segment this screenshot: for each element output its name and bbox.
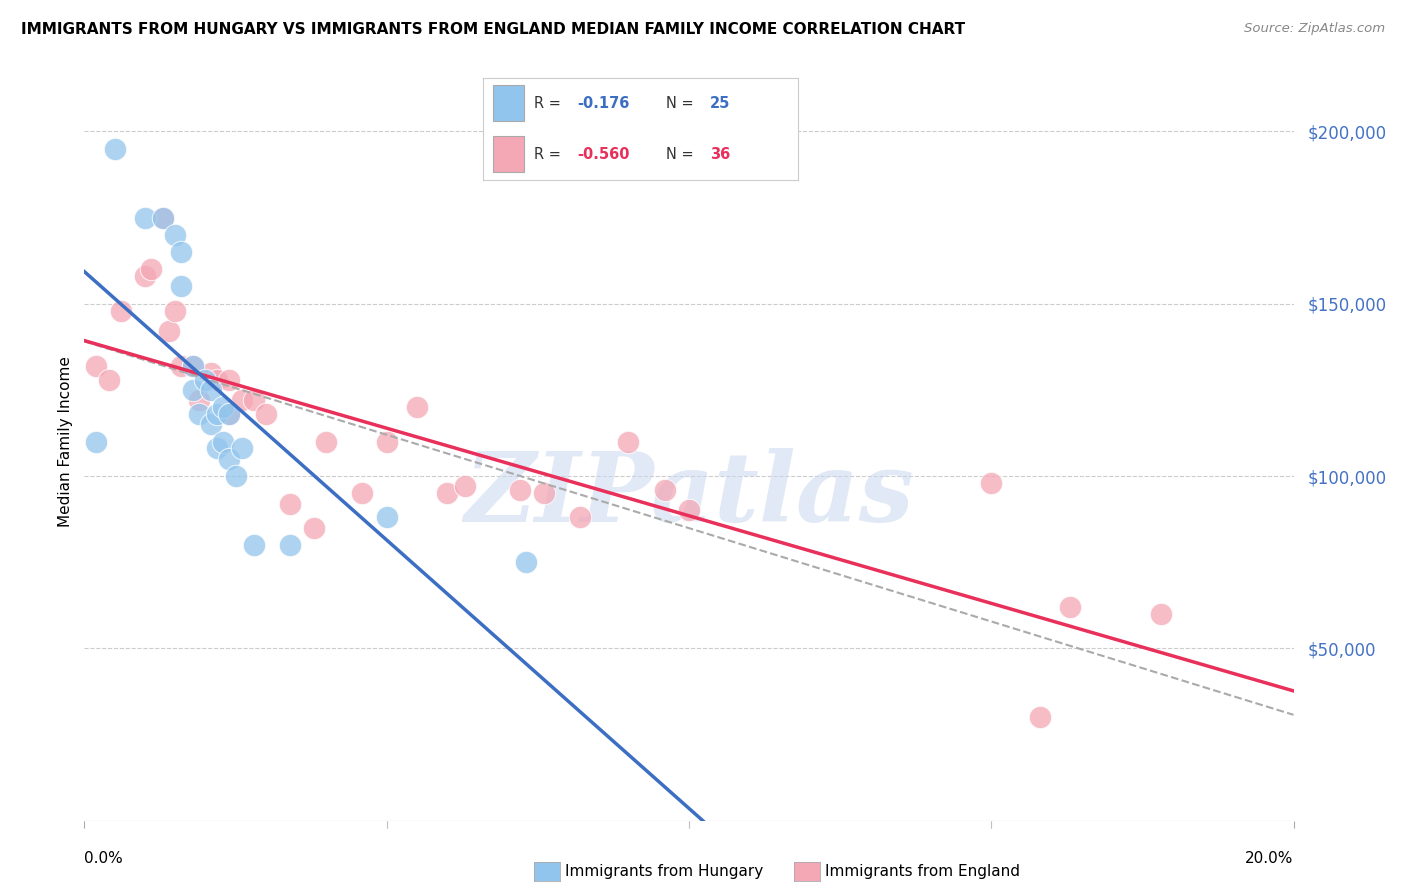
Text: Source: ZipAtlas.com: Source: ZipAtlas.com: [1244, 22, 1385, 36]
Point: [375, 434, 398, 449]
Point: [678, 503, 700, 517]
Point: [352, 486, 374, 500]
Point: [302, 521, 325, 535]
Point: [200, 417, 222, 432]
Point: [980, 475, 1002, 490]
Point: [86, 359, 108, 373]
Point: [375, 510, 398, 524]
Point: [1149, 607, 1171, 621]
Point: [1028, 710, 1050, 724]
Point: [509, 483, 531, 497]
Point: [139, 262, 162, 277]
Point: [406, 400, 429, 414]
Point: [86, 434, 108, 449]
Point: [617, 434, 640, 449]
Point: [152, 211, 174, 225]
Point: [242, 393, 264, 408]
Point: [515, 555, 537, 569]
Point: [181, 383, 204, 397]
Point: [188, 393, 211, 408]
Point: [170, 359, 193, 373]
Text: Immigrants from Hungary: Immigrants from Hungary: [565, 864, 763, 879]
Point: [278, 538, 301, 552]
Point: [97, 372, 120, 386]
Point: [242, 538, 264, 552]
Point: [231, 393, 253, 408]
Text: 0.0%: 0.0%: [84, 851, 124, 866]
Point: [165, 227, 187, 242]
Y-axis label: Median Family Income: Median Family Income: [58, 356, 73, 527]
Point: [157, 324, 180, 338]
Point: [1059, 599, 1081, 614]
Point: [194, 372, 217, 386]
Point: [200, 383, 222, 397]
Point: [212, 434, 235, 449]
Point: [134, 211, 156, 225]
Text: 20.0%: 20.0%: [1246, 851, 1294, 866]
Point: [207, 372, 229, 386]
Point: [654, 483, 676, 497]
Point: [207, 407, 229, 421]
Point: [200, 366, 222, 380]
Point: [254, 407, 277, 421]
Text: Immigrants from England: Immigrants from England: [825, 864, 1021, 879]
Point: [152, 211, 174, 225]
Point: [181, 359, 204, 373]
Point: [533, 486, 555, 500]
Point: [170, 279, 193, 293]
Point: [207, 442, 229, 456]
Point: [181, 359, 204, 373]
Point: [188, 407, 211, 421]
Point: [165, 303, 187, 318]
Point: [569, 510, 592, 524]
Point: [218, 372, 240, 386]
Point: [212, 400, 235, 414]
Point: [134, 269, 156, 284]
Point: [225, 469, 247, 483]
Point: [104, 142, 127, 156]
Point: [110, 303, 132, 318]
Point: [218, 407, 240, 421]
Point: [436, 486, 458, 500]
Point: [231, 442, 253, 456]
Text: IMMIGRANTS FROM HUNGARY VS IMMIGRANTS FROM ENGLAND MEDIAN FAMILY INCOME CORRELAT: IMMIGRANTS FROM HUNGARY VS IMMIGRANTS FR…: [21, 22, 965, 37]
Text: ZIPatlas: ZIPatlas: [464, 448, 914, 541]
Point: [315, 434, 337, 449]
Point: [218, 451, 240, 466]
Point: [170, 244, 193, 259]
Point: [454, 479, 477, 493]
Point: [278, 497, 301, 511]
Point: [218, 407, 240, 421]
